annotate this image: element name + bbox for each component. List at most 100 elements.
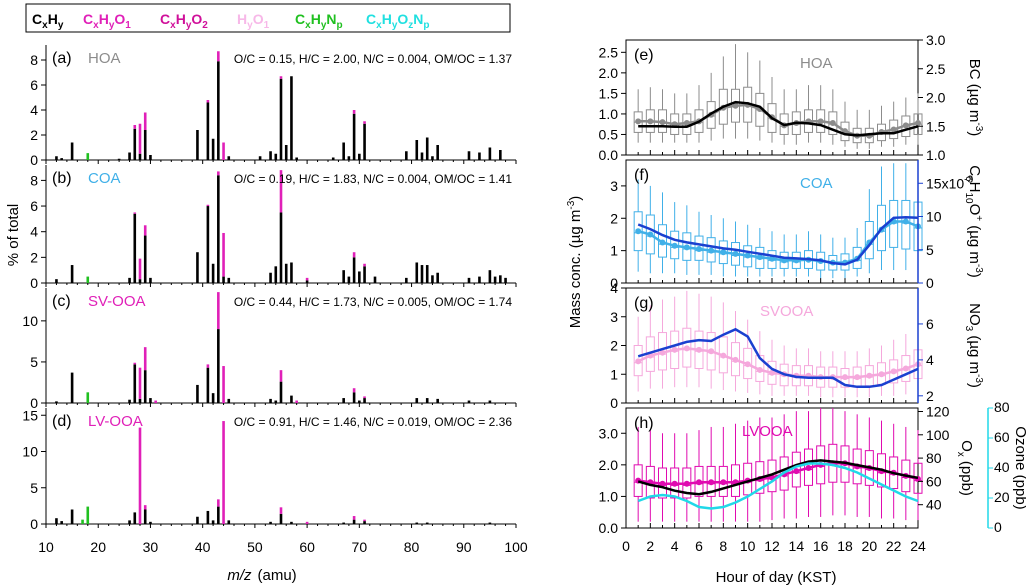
spectrum-bar	[363, 266, 366, 283]
spectrum-bar	[279, 76, 283, 79]
right-y-tick-label: 6	[926, 316, 934, 332]
legend-part: H	[99, 11, 109, 27]
mean-point	[732, 102, 739, 109]
spectrum-bar	[279, 381, 283, 403]
mean-point	[659, 480, 666, 487]
spectrum-bar	[467, 400, 471, 403]
spectrum-bar	[117, 158, 121, 160]
legend-part: O	[397, 11, 408, 27]
x-tick-label: 4	[671, 538, 679, 554]
x-tick-label: 16	[813, 538, 829, 554]
spectrum-bar	[217, 51, 220, 62]
spectrum-bar	[149, 398, 152, 403]
legend-part: y	[321, 20, 327, 31]
right-y-tick-label: 60	[926, 473, 942, 489]
legend-entry: CxHy	[32, 11, 64, 31]
x-tick-label: 2	[646, 538, 654, 554]
panel-label: (g)	[634, 295, 654, 312]
spectrum-bar	[363, 263, 366, 267]
mean-point	[647, 231, 654, 238]
y-tick-label: 0	[30, 516, 38, 532]
y-tick-label: 0	[30, 275, 38, 291]
legend-part: x	[42, 20, 48, 31]
mean-point	[902, 365, 909, 372]
spectrum-bar	[431, 156, 434, 160]
y-tick-label: 4	[30, 224, 38, 240]
right-y-tick-label: 10	[926, 209, 942, 225]
spectrum-bar	[128, 520, 131, 524]
y-tick-label: 8	[30, 172, 38, 188]
right-y-tick-label: 5	[926, 242, 934, 258]
spectrum-bar	[138, 153, 142, 160]
legend-part: y	[247, 20, 253, 31]
legend-part: C	[32, 11, 42, 27]
legend-part: x	[93, 20, 99, 31]
y-tick-label: 3	[610, 178, 618, 194]
mean-point	[671, 242, 678, 249]
spectrum-bar	[352, 113, 356, 160]
spectrum-bar	[352, 516, 356, 520]
legend-entry: CxHyNp	[295, 11, 343, 31]
spectrum-bar	[196, 130, 199, 160]
spectrum-bar	[227, 398, 231, 403]
spectrum-bar	[138, 279, 142, 283]
y-tick-label: 4	[610, 280, 618, 296]
mean-point	[671, 346, 678, 353]
spectrum-bar	[431, 275, 434, 283]
left-x-axis-title: m/z (amu)	[227, 567, 296, 584]
spectrum-bar	[222, 232, 225, 277]
y-tick-label: 10	[22, 444, 38, 460]
spectrum-bar	[279, 212, 283, 283]
spectrum-bar	[128, 277, 131, 283]
x-tick-label: 50	[247, 539, 263, 555]
legend-part: y	[109, 20, 115, 31]
panel-label: (h)	[634, 415, 654, 432]
spectrum-bar	[488, 522, 492, 524]
spectrum-bar	[347, 156, 351, 160]
y-tick-label: 2	[610, 338, 618, 354]
y-tick-label: 1.0	[599, 488, 619, 504]
panel-frame	[625, 159, 919, 284]
legend-items: CxHy CxHyO1 CxHyO2 HyO1 CxHyNp CxHyOzNp	[32, 11, 430, 31]
x-tick-label: 14	[789, 538, 805, 554]
mass-spectra-panels: 0 2 4 6 8 (a) HOA O/C = 0.15, H/C = 2.00, N/C =…	[22, 45, 517, 532]
x-tick-label: 90	[456, 539, 472, 555]
y-tick-label: 2.5	[599, 44, 619, 60]
spectrum-bar	[290, 521, 293, 524]
y-tick-label: 10	[22, 313, 38, 329]
spectrum-bar	[352, 388, 356, 393]
spectrum-bar	[363, 396, 366, 399]
spectrum-bar	[143, 347, 147, 371]
legend-part: C	[366, 11, 376, 27]
spectrum-bar	[154, 400, 157, 403]
ozone-tick-label: 0	[994, 519, 1002, 535]
x-tick-label: 0	[622, 538, 630, 554]
axis-title-part: H	[966, 182, 983, 193]
y-tick-label: 1	[610, 366, 618, 382]
mean-point	[842, 374, 848, 381]
spectrum-bar	[488, 270, 492, 283]
mean-point	[732, 250, 739, 257]
mean-point	[708, 479, 715, 486]
mass-conc-label: Mass conc. (µg m	[567, 210, 584, 329]
spectrum-bar	[358, 153, 361, 160]
legend-box	[25, 3, 511, 33]
mean-point	[708, 247, 715, 254]
spectrum-bar	[143, 235, 147, 283]
mean-point	[696, 346, 702, 353]
panel-label: (f)	[634, 167, 649, 184]
mean-point	[720, 249, 727, 256]
mean-point	[890, 126, 897, 133]
spectrum-bar	[478, 276, 481, 283]
spectrum-bar	[347, 276, 351, 283]
diurnal-panel: 0.0 0.5 1.0 1.5 2.0 2.5 1.0 1.5 2.0 2.5 3.0 BC (µg …	[599, 32, 984, 163]
mean-point	[805, 465, 812, 471]
x-tick-label: 20	[90, 539, 106, 555]
mz-unit: (amu)	[258, 567, 297, 584]
spectrum-bar	[138, 427, 142, 524]
spectrum-bar	[488, 147, 492, 160]
right-y-tick-label: 40	[926, 497, 942, 513]
y-tick-label: 1.0	[599, 106, 619, 122]
mean-point	[683, 345, 690, 352]
spectrum-bar	[133, 212, 137, 214]
